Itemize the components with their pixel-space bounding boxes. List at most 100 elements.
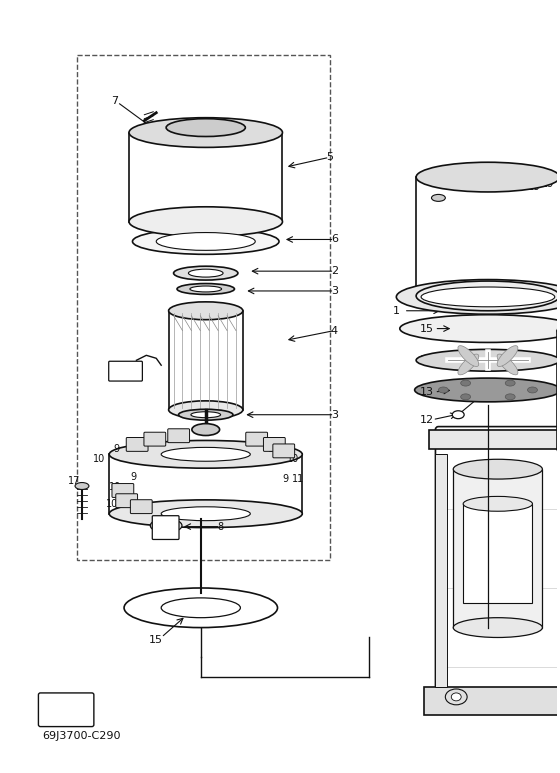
Ellipse shape [129, 207, 282, 237]
FancyBboxPatch shape [112, 484, 134, 497]
Ellipse shape [497, 354, 518, 375]
Ellipse shape [505, 380, 515, 386]
Text: 9: 9 [114, 444, 120, 455]
Bar [423, 687, 560, 715]
Text: 19: 19 [542, 179, 554, 189]
Text: 2: 2 [331, 266, 338, 276]
FancyBboxPatch shape [246, 432, 268, 446]
Text: 17: 17 [418, 189, 433, 199]
Text: 11: 11 [292, 474, 304, 484]
Ellipse shape [169, 401, 243, 419]
Ellipse shape [414, 378, 560, 402]
Bar [169, 311, 243, 410]
FancyBboxPatch shape [109, 361, 142, 381]
Ellipse shape [191, 412, 221, 417]
Ellipse shape [161, 507, 250, 521]
FancyBboxPatch shape [273, 444, 295, 458]
Ellipse shape [129, 117, 282, 148]
Ellipse shape [557, 321, 560, 340]
FancyBboxPatch shape [126, 438, 148, 451]
Ellipse shape [190, 286, 222, 292]
Ellipse shape [557, 440, 560, 459]
Ellipse shape [458, 346, 479, 366]
FancyBboxPatch shape [263, 438, 285, 451]
Bar [463, 504, 533, 603]
Bar [428, 430, 560, 449]
FancyBboxPatch shape [39, 693, 94, 727]
Text: 10: 10 [109, 482, 121, 492]
Ellipse shape [416, 281, 559, 311]
Text: 12: 12 [419, 414, 433, 424]
Ellipse shape [463, 496, 533, 511]
Text: 6: 6 [331, 234, 338, 244]
Text: 3: 3 [331, 410, 338, 420]
Ellipse shape [416, 162, 559, 192]
FancyBboxPatch shape [168, 429, 189, 443]
Text: 13: 13 [419, 387, 433, 397]
Ellipse shape [150, 519, 182, 533]
Text: 17: 17 [68, 476, 80, 486]
Text: 10: 10 [93, 455, 105, 465]
Ellipse shape [445, 689, 467, 705]
Ellipse shape [75, 482, 89, 489]
Text: 9: 9 [267, 444, 273, 455]
Ellipse shape [458, 354, 479, 375]
Ellipse shape [421, 287, 555, 307]
Ellipse shape [497, 346, 518, 366]
Text: FWD: FWD [55, 705, 81, 715]
FancyBboxPatch shape [130, 499, 152, 513]
Ellipse shape [133, 229, 279, 254]
Ellipse shape [177, 284, 235, 295]
Ellipse shape [109, 500, 302, 528]
Bar [453, 469, 543, 628]
Ellipse shape [400, 315, 560, 342]
Bar [436, 455, 447, 687]
Ellipse shape [438, 387, 449, 393]
Text: 15: 15 [150, 635, 164, 645]
Ellipse shape [156, 233, 255, 250]
Ellipse shape [174, 266, 238, 280]
Ellipse shape [192, 424, 220, 435]
Bar [129, 132, 282, 222]
Text: 15: 15 [419, 324, 433, 334]
Text: 14: 14 [419, 356, 433, 366]
Text: 5: 5 [326, 152, 333, 162]
Text: 69J3700-C290: 69J3700-C290 [43, 731, 121, 741]
Text: 4: 4 [331, 325, 338, 335]
Text: 3: 3 [331, 286, 338, 296]
Ellipse shape [179, 409, 233, 421]
Text: 16: 16 [419, 291, 433, 301]
Ellipse shape [109, 441, 302, 468]
Ellipse shape [161, 448, 250, 461]
Bar [557, 331, 560, 449]
Bar [416, 177, 559, 296]
Ellipse shape [461, 380, 470, 386]
Ellipse shape [453, 459, 543, 479]
Ellipse shape [396, 280, 560, 314]
FancyBboxPatch shape [152, 516, 179, 540]
FancyBboxPatch shape [436, 427, 560, 710]
FancyBboxPatch shape [116, 494, 138, 508]
Ellipse shape [169, 301, 243, 320]
Ellipse shape [416, 349, 559, 371]
Bar [109, 455, 302, 514]
Text: 18: 18 [528, 182, 540, 192]
FancyBboxPatch shape [144, 432, 166, 446]
Bar [77, 56, 329, 560]
Ellipse shape [188, 269, 223, 277]
Text: 9: 9 [130, 472, 137, 482]
Text: 9: 9 [282, 474, 288, 484]
Ellipse shape [124, 588, 278, 628]
Text: 10: 10 [287, 455, 299, 465]
Ellipse shape [161, 598, 240, 618]
Text: 10: 10 [106, 499, 118, 509]
Ellipse shape [528, 387, 538, 393]
Ellipse shape [505, 394, 515, 400]
Ellipse shape [452, 410, 464, 419]
Text: 1: 1 [393, 306, 399, 315]
Ellipse shape [432, 195, 445, 201]
Ellipse shape [166, 119, 245, 137]
Ellipse shape [461, 394, 470, 400]
Ellipse shape [453, 618, 543, 638]
Ellipse shape [451, 693, 461, 701]
